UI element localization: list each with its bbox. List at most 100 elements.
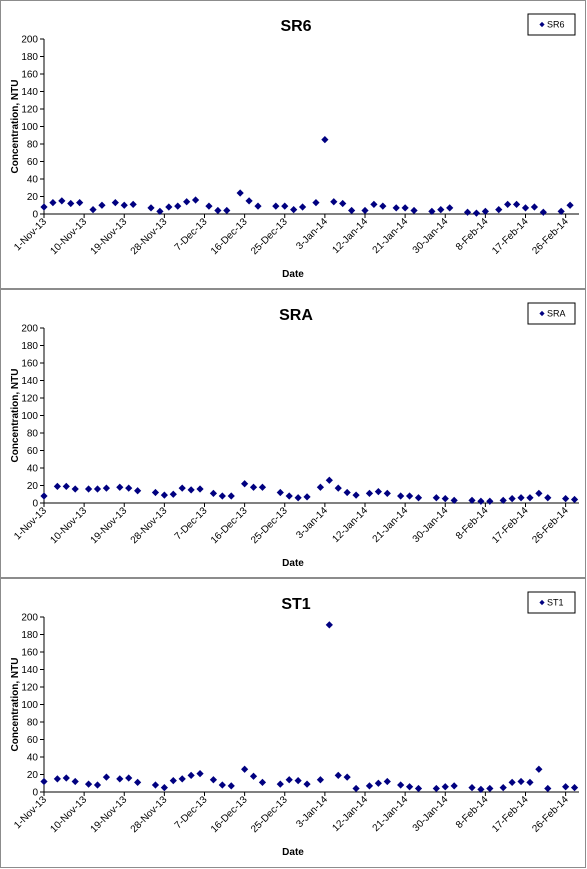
data-point — [504, 200, 512, 208]
y-tick-label: 200 — [21, 35, 38, 46]
data-point — [495, 206, 503, 214]
data-point — [89, 206, 97, 214]
y-tick-label: 60 — [27, 157, 39, 168]
x-tick-label: 19-Nov-13 — [89, 505, 130, 546]
data-point — [401, 204, 409, 212]
y-tick-label: 20 — [27, 481, 39, 492]
chart-panel-sr6: SR6 0 20 40 60 80 100 120 140 160 180 200 1-Nov-13 10… — [0, 0, 586, 289]
data-point — [325, 621, 333, 629]
x-tick-label: 10-Nov-13 — [48, 794, 89, 835]
data-point — [218, 781, 226, 789]
y-tick-label: 180 — [21, 630, 38, 641]
data-point — [120, 201, 128, 209]
data-point — [151, 488, 160, 497]
data-point — [116, 483, 124, 491]
data-point — [169, 777, 177, 785]
data-point — [486, 497, 494, 505]
legend: ST1 — [527, 591, 576, 614]
data-point — [562, 495, 570, 503]
data-point — [281, 202, 289, 210]
data-point — [379, 202, 387, 210]
x-tick-label: 28-Nov-13 — [129, 794, 170, 835]
y-tick-label: 0 — [32, 788, 38, 799]
data-point — [93, 781, 102, 789]
chart-title: SR6 — [280, 18, 311, 35]
data-point — [468, 496, 476, 504]
x-axis-label: Date — [282, 847, 304, 858]
legend-label: SR6 — [547, 20, 565, 30]
x-tick-label: 10-Nov-13 — [48, 216, 89, 257]
data-point — [245, 197, 253, 205]
chart-title: SRA — [279, 307, 313, 324]
data-point — [472, 209, 481, 217]
data-point — [98, 201, 106, 209]
x-tick-label: 25-Dec-13 — [249, 505, 290, 546]
chart-panel-st1: ST1 0 20 40 60 80 100 120 140 160 180 200 1-Nov-13 10… — [0, 578, 586, 868]
y-tick-label: 140 — [21, 87, 38, 98]
data-point — [361, 206, 369, 215]
y-tick-label: 120 — [21, 394, 38, 405]
data-point — [383, 777, 391, 786]
data-point — [254, 202, 262, 210]
data-point — [165, 203, 173, 211]
x-tick-label: 3-Jan-14 — [294, 216, 330, 252]
data-point — [450, 782, 458, 790]
chart-panel-sra: SRA 0 20 40 60 80 100 120 140 160 180 200 1-Nov-13 10… — [0, 289, 586, 578]
data-point — [517, 777, 525, 786]
legend-box — [527, 591, 576, 614]
x-tick-label: 16-Dec-13 — [209, 794, 250, 835]
data-point — [71, 777, 79, 786]
data-point — [236, 189, 244, 197]
x-tick-label: 12-Jan-14 — [331, 216, 371, 256]
data-point — [178, 775, 186, 783]
x-tick-label: 8-Feb-14 — [454, 505, 491, 542]
data-point — [58, 197, 66, 205]
data-point — [62, 482, 70, 490]
x-tick-label: 1-Nov-13 — [12, 794, 49, 831]
data-point — [249, 772, 258, 780]
y-tick-label: 120 — [21, 105, 38, 116]
data-point — [160, 491, 168, 499]
data-point — [116, 775, 124, 783]
data-point — [446, 204, 454, 212]
x-tick-label: 1-Nov-13 — [12, 216, 49, 253]
y-tick-label: 80 — [27, 718, 39, 729]
data-point — [178, 484, 186, 492]
data-point — [544, 494, 552, 502]
data-point — [544, 784, 552, 793]
y-tick-label: 140 — [21, 376, 38, 387]
data-point — [530, 203, 539, 211]
x-tick-label: 8-Feb-14 — [454, 794, 491, 831]
data-point — [125, 774, 133, 782]
chart-st1: ST1 0 20 40 60 80 100 120 140 160 180 200 1-Nov-13 10… — [10, 591, 579, 858]
data-point — [294, 777, 302, 785]
data-point — [93, 485, 102, 493]
x-tick-label: 21-Jan-14 — [371, 794, 411, 834]
data-point — [334, 484, 342, 492]
legend-marker — [539, 599, 545, 606]
x-tick-label: 16-Dec-13 — [209, 216, 250, 257]
data-point — [557, 207, 565, 215]
data-point — [294, 494, 302, 502]
y-tick-label: 100 — [21, 411, 38, 422]
legend-label: SRA — [547, 309, 566, 319]
x-tick-label: 7-Dec-13 — [173, 794, 210, 831]
data-point — [330, 198, 338, 206]
y-tick-label: 0 — [32, 210, 38, 221]
data-point — [570, 495, 579, 504]
data-point — [441, 495, 449, 503]
y-axis-label: Concentration, NTU — [10, 658, 21, 752]
y-tick-label: 180 — [21, 52, 38, 63]
data-point — [40, 492, 48, 500]
data-point — [241, 765, 249, 773]
data-point — [517, 494, 525, 502]
data-point — [321, 136, 329, 144]
x-tick-label: 19-Nov-13 — [89, 794, 130, 835]
data-point — [508, 778, 516, 786]
data-point — [258, 483, 267, 491]
x-tick-label: 26-Feb-14 — [530, 794, 571, 835]
legend-box — [527, 13, 576, 36]
data-point — [499, 784, 507, 792]
data-point — [276, 488, 284, 497]
data-point — [566, 201, 574, 209]
